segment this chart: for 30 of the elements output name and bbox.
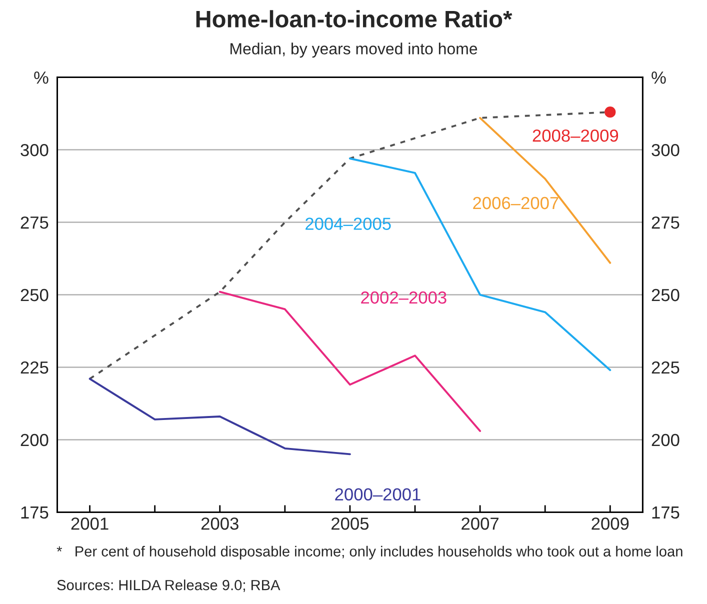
y-tick-label: 300	[20, 144, 48, 156]
text: * Per cent of household disposable income; only includes households who took out a home loan	[56, 546, 682, 560]
x-tick-label: 2009	[592, 518, 629, 530]
y-tick-label: 200	[20, 434, 48, 446]
text: 2004–2005	[306, 218, 391, 230]
x-tick-label: 2003	[201, 518, 238, 530]
y-tick-label: 275	[20, 216, 48, 229]
y2-tick-label: 225	[652, 361, 680, 374]
y2-tick-label: 250	[652, 288, 680, 302]
text: 2002–2003	[361, 291, 446, 304]
y2-tick-label: 200	[652, 434, 680, 446]
y-tick-label: 225	[20, 361, 48, 374]
series-label: 2008–2009	[532, 129, 618, 142]
series-label: 2006–2007	[473, 196, 558, 210]
chart-subtitle: Median, by years moved into home	[230, 42, 478, 58]
line-series	[218, 290, 482, 432]
x-tick-label: 2001	[71, 518, 108, 530]
y2-tick-label: 300	[652, 144, 680, 156]
x-tick-label: 2007	[462, 518, 498, 530]
x-tick-label: 2005	[332, 518, 369, 530]
y2-tick-label: %	[652, 72, 666, 84]
source-note: Sources: HILDA Release 9.0; RBA	[57, 580, 280, 592]
y2-tick-label: 175	[652, 506, 680, 519]
y-tick-label: 175	[21, 506, 48, 519]
text: 2000–2001	[335, 488, 420, 501]
y-tick-label: 250	[20, 288, 48, 302]
y-tick-label: %	[34, 72, 48, 84]
chart-title: Home-loan-to-income Ratio*	[196, 10, 512, 28]
line-series	[88, 378, 351, 456]
y2-tick-label: 275	[652, 216, 680, 229]
